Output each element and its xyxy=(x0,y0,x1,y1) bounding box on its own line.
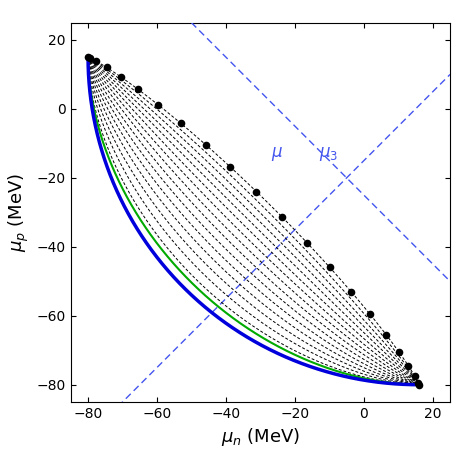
X-axis label: $\mu_n$ (MeV): $\mu_n$ (MeV) xyxy=(221,426,300,448)
Text: $\mu$: $\mu$ xyxy=(271,145,283,163)
Text: $\mu_3$: $\mu_3$ xyxy=(319,145,338,163)
Y-axis label: $\mu_p$ (MeV): $\mu_p$ (MeV) xyxy=(7,173,31,252)
